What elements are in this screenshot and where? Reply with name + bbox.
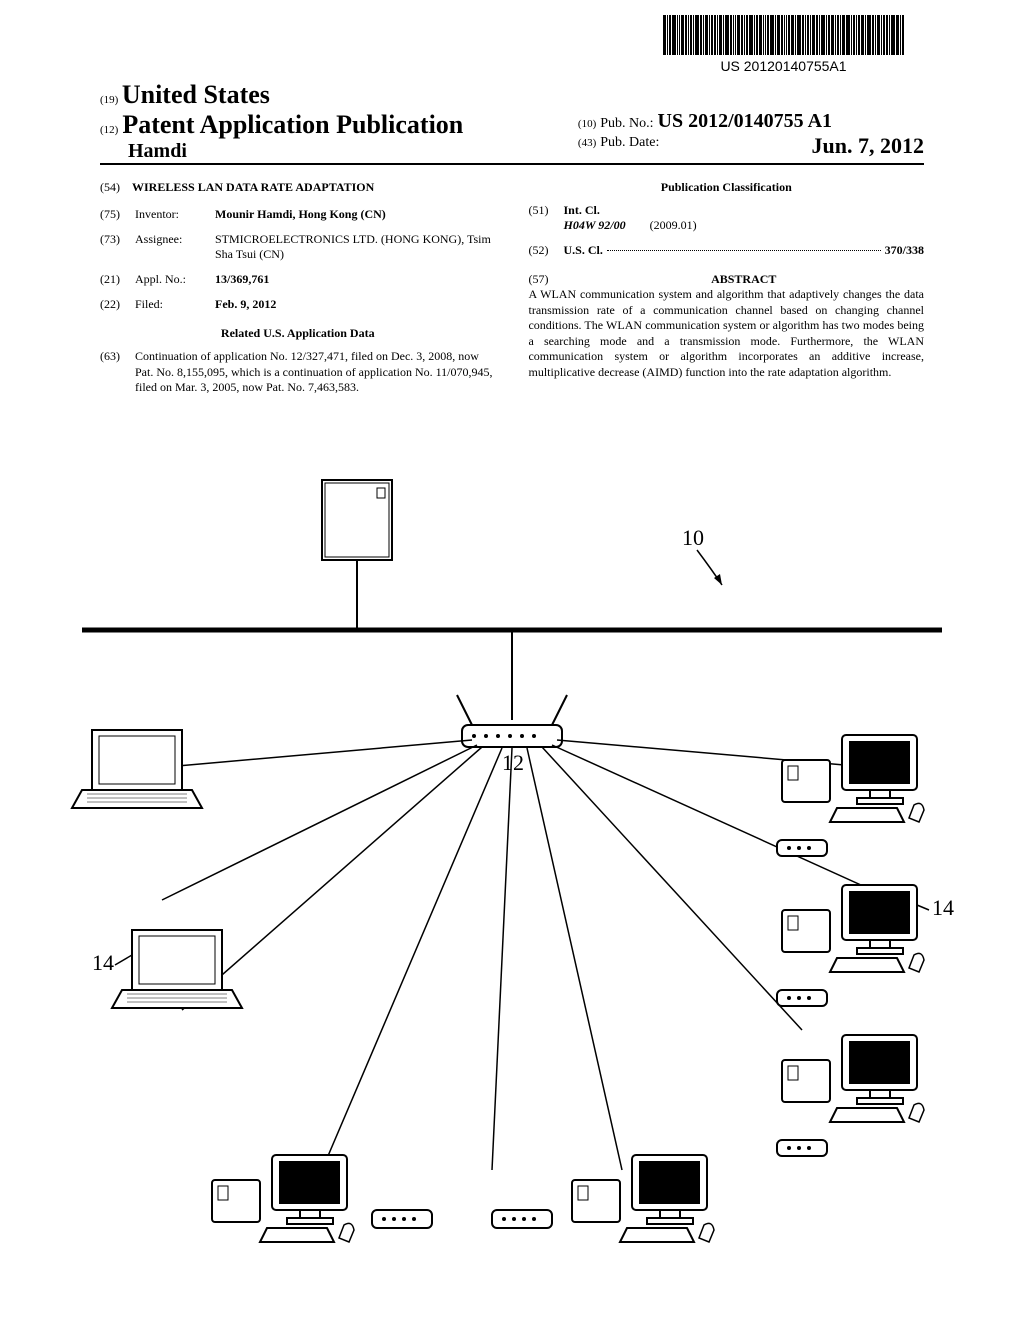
barcode-area: US 20120140755A1: [663, 15, 904, 74]
appl-code: (21): [100, 272, 135, 287]
modem-icon: [777, 1140, 827, 1156]
modem-icon: [777, 990, 827, 1006]
header-rule: [100, 163, 924, 165]
wireless-rays: [132, 740, 902, 1170]
inventor-name: Mounir Hamdi, Hong Kong (CN): [215, 207, 386, 221]
intcl-year: (2009.01): [650, 218, 697, 232]
abstract-text: A WLAN communication system and algorith…: [528, 287, 924, 381]
ref-14-left-leader: [115, 955, 132, 965]
biblio-left-column: (54) WIRELESS LAN DATA RATE ADAPTATION (…: [100, 180, 496, 396]
header-left: (19) United States (12) Patent Applicati…: [100, 80, 553, 163]
figure-area: 12 10: [60, 470, 964, 1290]
appl-no-value: 13/369,761: [215, 272, 269, 286]
assignee-code: (73): [100, 232, 135, 262]
uscl-label: U.S. Cl.: [563, 243, 602, 258]
ref-14-left: 14: [92, 950, 114, 975]
ref-12: 12: [502, 750, 524, 775]
uscl-value: 370/338: [885, 243, 924, 258]
assignee-label: Assignee:: [135, 232, 215, 262]
abstract-code: (57): [528, 272, 563, 287]
filed-date: Feb. 9, 2012: [215, 297, 496, 312]
uscl-dots: [607, 250, 881, 251]
pub-date-label: Pub. Date:: [600, 135, 659, 150]
abstract-header: ABSTRACT: [563, 272, 924, 287]
code-10: (10): [578, 118, 596, 130]
bibliographic-data: (54) WIRELESS LAN DATA RATE ADAPTATION (…: [100, 180, 924, 396]
title-code: (54): [100, 180, 120, 194]
publication-type: Patent Application Publication: [122, 110, 463, 139]
pub-no: US 2012/0140755 A1: [658, 110, 832, 132]
desktop-icon: [212, 1155, 354, 1242]
laptop-icon: [72, 730, 202, 808]
inventor-label: Inventor:: [135, 207, 215, 222]
ref-14-right-leader: [917, 905, 929, 910]
title: WIRELESS LAN DATA RATE ADAPTATION: [132, 180, 374, 194]
related-text: Continuation of application No. 12/327,4…: [135, 349, 496, 396]
server-icon: [322, 480, 392, 560]
intcl-label: Int. Cl.: [563, 203, 924, 218]
biblio-right-column: Publication Classification (51) Int. Cl.…: [528, 180, 924, 381]
modem-icon: [372, 1210, 432, 1228]
network-diagram: 12 10: [60, 470, 964, 1290]
classification-header: Publication Classification: [528, 180, 924, 195]
desktop-icon: [782, 1035, 924, 1122]
inventor: Mounir Hamdi, Hong Kong (CN): [215, 207, 496, 222]
laptop-icon: [112, 930, 242, 1008]
header: (19) United States (12) Patent Applicati…: [100, 80, 924, 163]
barcode-number: US 20120140755A1: [663, 58, 904, 74]
pub-date: Jun. 7, 2012: [812, 133, 924, 159]
country: United States: [122, 80, 270, 109]
code-19: (19): [100, 94, 118, 106]
modem-icon: [777, 840, 827, 856]
inventor-code: (75): [100, 207, 135, 222]
header-right: (10) Pub. No.: US 2012/0140755 A1 (43) P…: [578, 80, 924, 159]
related-code: (63): [100, 349, 135, 396]
ref-14-right: 14: [932, 895, 954, 920]
intcl-code: (51): [528, 203, 563, 233]
ref-10: 10: [682, 525, 704, 550]
appl-no: 13/369,761: [215, 272, 496, 287]
uscl-code: (52): [528, 243, 563, 258]
author-name: Hamdi: [100, 140, 553, 163]
appl-label: Appl. No.:: [135, 272, 215, 287]
filed-code: (22): [100, 297, 135, 312]
modem-icon: [492, 1210, 552, 1228]
related-header: Related U.S. Application Data: [100, 326, 496, 341]
code-12: (12): [100, 124, 118, 136]
desktop-icon: [572, 1155, 714, 1242]
code-43: (43): [578, 137, 596, 149]
intcl-value: H04W 92/00: [563, 218, 625, 232]
barcode-graphic: [663, 15, 904, 55]
desktop-icon: [782, 735, 924, 822]
filed-date-value: Feb. 9, 2012: [215, 297, 276, 311]
assignee: STMICROELECTRONICS LTD. (HONG KONG), Tsi…: [215, 232, 496, 262]
pub-no-label: Pub. No.:: [600, 116, 653, 131]
filed-label: Filed:: [135, 297, 215, 312]
desktop-icon: [782, 885, 924, 972]
